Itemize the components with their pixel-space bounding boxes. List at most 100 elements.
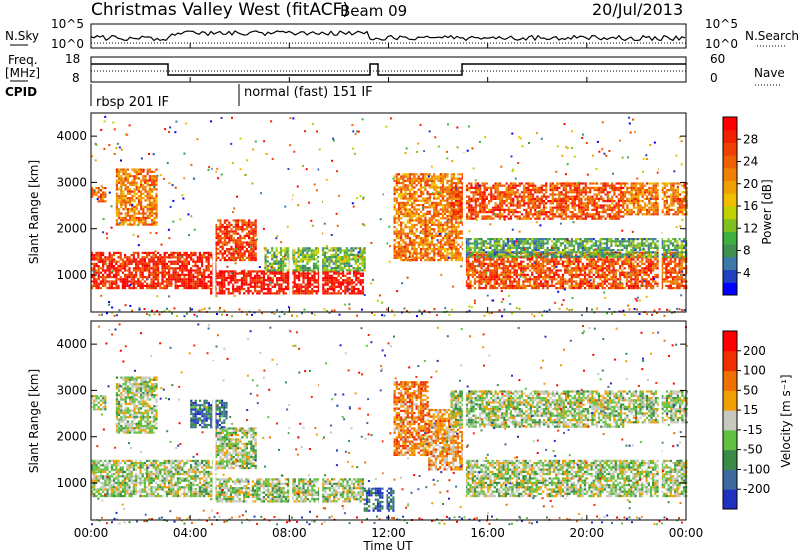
heatmap-cell	[183, 269, 186, 272]
heatmap-cell	[144, 175, 147, 178]
heatmap-cell	[444, 241, 447, 244]
heatmap-cell	[275, 269, 278, 272]
heatmap-cell	[548, 278, 551, 281]
heatmap-cell	[256, 290, 259, 293]
heatmap-cell	[241, 230, 244, 233]
heatmap-cell	[493, 265, 496, 268]
heatmap-cell	[411, 217, 414, 220]
heatmap-cell	[317, 251, 320, 254]
heatmap-cell	[450, 219, 453, 222]
heatmap-cell	[321, 262, 324, 265]
heatmap-cell	[334, 269, 338, 272]
heatmap-cell	[151, 170, 154, 173]
heatmap-cell	[446, 199, 449, 202]
heatmap-cell	[118, 179, 121, 182]
heatmap-cell	[256, 272, 259, 275]
heatmap-cell	[148, 190, 151, 193]
heatmap-cell	[528, 260, 532, 263]
heatmap-cell	[454, 208, 458, 211]
heatmap-cell	[413, 208, 416, 211]
heatmap-cell	[144, 177, 147, 180]
heatmap-cell	[129, 201, 132, 204]
heatmap-cell	[406, 237, 409, 240]
heatmap-cell	[308, 260, 311, 263]
heatmap-cell	[538, 217, 541, 220]
heatmap-cell	[446, 186, 449, 189]
heatmap-cell	[617, 186, 620, 189]
heatmap-cell	[470, 211, 473, 214]
heatmap-cell	[297, 267, 300, 270]
heatmap-cell	[217, 241, 220, 244]
heatmap-cell	[168, 267, 171, 270]
freq-trace	[91, 63, 686, 76]
heatmap-cell	[415, 179, 418, 182]
heatmap-cell	[422, 186, 425, 189]
heatmap-cell	[216, 272, 219, 275]
heatmap-cell	[258, 276, 261, 280]
heatmap-cell	[575, 204, 579, 207]
heatmap-cell	[251, 281, 254, 284]
heatmap-cell	[323, 256, 327, 259]
heatmap-cell	[572, 269, 576, 272]
heatmap-cell	[304, 285, 307, 288]
heatmap-cell	[553, 284, 556, 287]
heatmap-cell	[542, 200, 546, 203]
heatmap-cell	[538, 191, 541, 194]
heatmap-cell	[298, 283, 301, 286]
heatmap-cell	[417, 243, 420, 246]
heatmap-cell	[558, 215, 561, 218]
heatmap-cell	[581, 267, 584, 270]
heatmap-cell	[122, 197, 125, 200]
heatmap-cell	[165, 284, 168, 287]
heatmap-cell	[437, 254, 440, 257]
heatmap-cell	[152, 258, 155, 261]
heatmap-cell	[120, 181, 123, 184]
heatmap-cell	[606, 193, 609, 196]
heatmap-cell	[209, 251, 212, 254]
heatmap-cell	[124, 194, 127, 198]
heatmap-cell	[457, 202, 460, 205]
heatmap-cell	[174, 282, 177, 285]
heatmap-cell	[234, 248, 237, 251]
heatmap-cell	[531, 213, 535, 216]
heatmap-cell	[424, 243, 427, 246]
heatmap-cell	[457, 189, 460, 192]
heatmap-cell	[142, 214, 145, 217]
heatmap-cell	[490, 211, 493, 214]
heatmap-cell	[448, 234, 451, 237]
heatmap-cell	[354, 256, 357, 259]
heatmap-cell	[537, 276, 540, 279]
heatmap-cell	[330, 249, 333, 252]
heatmap-cell	[93, 265, 96, 268]
heatmap-cell	[433, 254, 436, 257]
heatmap-cell	[589, 197, 592, 200]
heatmap-cell	[133, 188, 136, 191]
heatmap-cell	[439, 239, 442, 242]
heatmap-cell	[91, 267, 94, 270]
heatmap-cell	[459, 204, 462, 207]
heatmap-cell	[334, 264, 338, 267]
heatmap-cell	[250, 221, 253, 224]
heatmap-cell	[441, 226, 445, 229]
heatmap-cell	[430, 259, 434, 262]
heatmap-cell	[230, 239, 233, 242]
heatmap-cell	[317, 285, 320, 288]
heatmap-cell	[404, 241, 407, 244]
heatmap-cell	[485, 215, 488, 218]
heatmap-cell	[148, 194, 151, 198]
heatmap-cell	[433, 217, 436, 220]
heatmap-cell	[262, 274, 265, 277]
heatmap-cell	[476, 197, 480, 200]
heatmap-cell	[411, 177, 414, 180]
heatmap-cell	[295, 292, 298, 295]
heatmap-cell	[482, 273, 485, 276]
heatmap-cell	[568, 280, 571, 283]
heatmap-cell	[487, 258, 490, 261]
heatmap-cell	[619, 186, 623, 189]
heatmap-cell	[129, 208, 132, 211]
heatmap-cell	[452, 215, 455, 218]
heatmap-cell	[393, 206, 396, 209]
heatmap-cell	[135, 203, 138, 206]
heatmap-cell	[470, 206, 473, 209]
heatmap-cell	[496, 189, 499, 192]
